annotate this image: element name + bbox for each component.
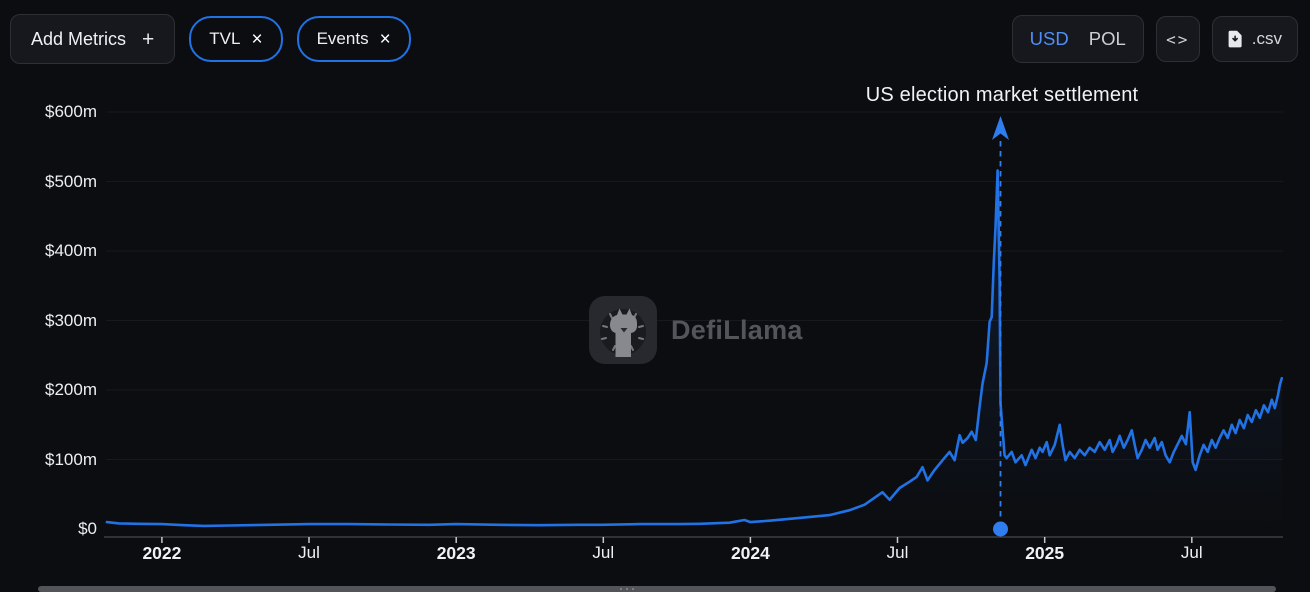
- x-tick-label: 2023: [436, 543, 476, 563]
- defillama-logo-icon: [588, 295, 658, 365]
- currency-option-usd[interactable]: USD: [1029, 28, 1069, 49]
- metrics-controls: Add Metrics + TVL × Events ×: [10, 14, 411, 64]
- x-tick-label: 2022: [142, 543, 182, 563]
- currency-option-pol[interactable]: POL: [1088, 28, 1126, 49]
- y-tick-label: $500m: [45, 171, 97, 191]
- x-tick-label: 2024: [730, 543, 770, 563]
- event-marker[interactable]: [993, 521, 1008, 537]
- x-tick-label: Jul: [1180, 543, 1203, 562]
- download-csv-button[interactable]: .csv: [1211, 16, 1298, 62]
- y-tick-label: $300m: [45, 310, 97, 330]
- y-tick-label: $0: [78, 519, 97, 538]
- metric-pill-tvl[interactable]: TVL ×: [189, 16, 283, 62]
- add-metrics-button[interactable]: Add Metrics +: [10, 14, 176, 64]
- file-download-icon: [1228, 30, 1243, 48]
- x-tick-label: Jul: [298, 543, 320, 562]
- close-icon[interactable]: ×: [379, 28, 391, 50]
- add-metrics-label: Add Metrics: [31, 28, 127, 49]
- metric-pill-label: Events: [316, 29, 369, 48]
- y-tick-label: $600m: [45, 102, 97, 121]
- watermark-text: DefiLlama: [671, 314, 803, 345]
- y-tick-label: $400m: [45, 241, 97, 260]
- close-icon[interactable]: ×: [251, 28, 263, 50]
- scrollbar-grip-icon: [619, 588, 622, 590]
- metric-pill-events[interactable]: Events ×: [296, 16, 411, 62]
- horizontal-scrollbar-thumb[interactable]: [38, 586, 1276, 592]
- x-tick-label: Jul: [886, 543, 909, 562]
- chart-actions: USD POL <> .csv: [1011, 15, 1298, 63]
- annotation-label: US election market settlement: [865, 84, 1139, 106]
- embed-button[interactable]: <>: [1155, 16, 1200, 62]
- x-tick-label: 2025: [1025, 543, 1065, 563]
- code-icon: <>: [1166, 29, 1190, 49]
- defillama-watermark: DefiLlama: [588, 295, 803, 365]
- currency-toggle: USD POL: [1011, 15, 1144, 63]
- y-tick-label: $100m: [45, 449, 97, 469]
- x-tick-label: Jul: [592, 543, 615, 562]
- horizontal-scrollbar: [0, 585, 1310, 592]
- toolbar: Add Metrics + TVL × Events × USD POL <>: [10, 14, 1298, 64]
- csv-label: .csv: [1251, 29, 1282, 48]
- y-tick-label: $200m: [45, 380, 97, 399]
- metric-pill-label: TVL: [209, 29, 241, 48]
- plus-icon: +: [142, 27, 155, 51]
